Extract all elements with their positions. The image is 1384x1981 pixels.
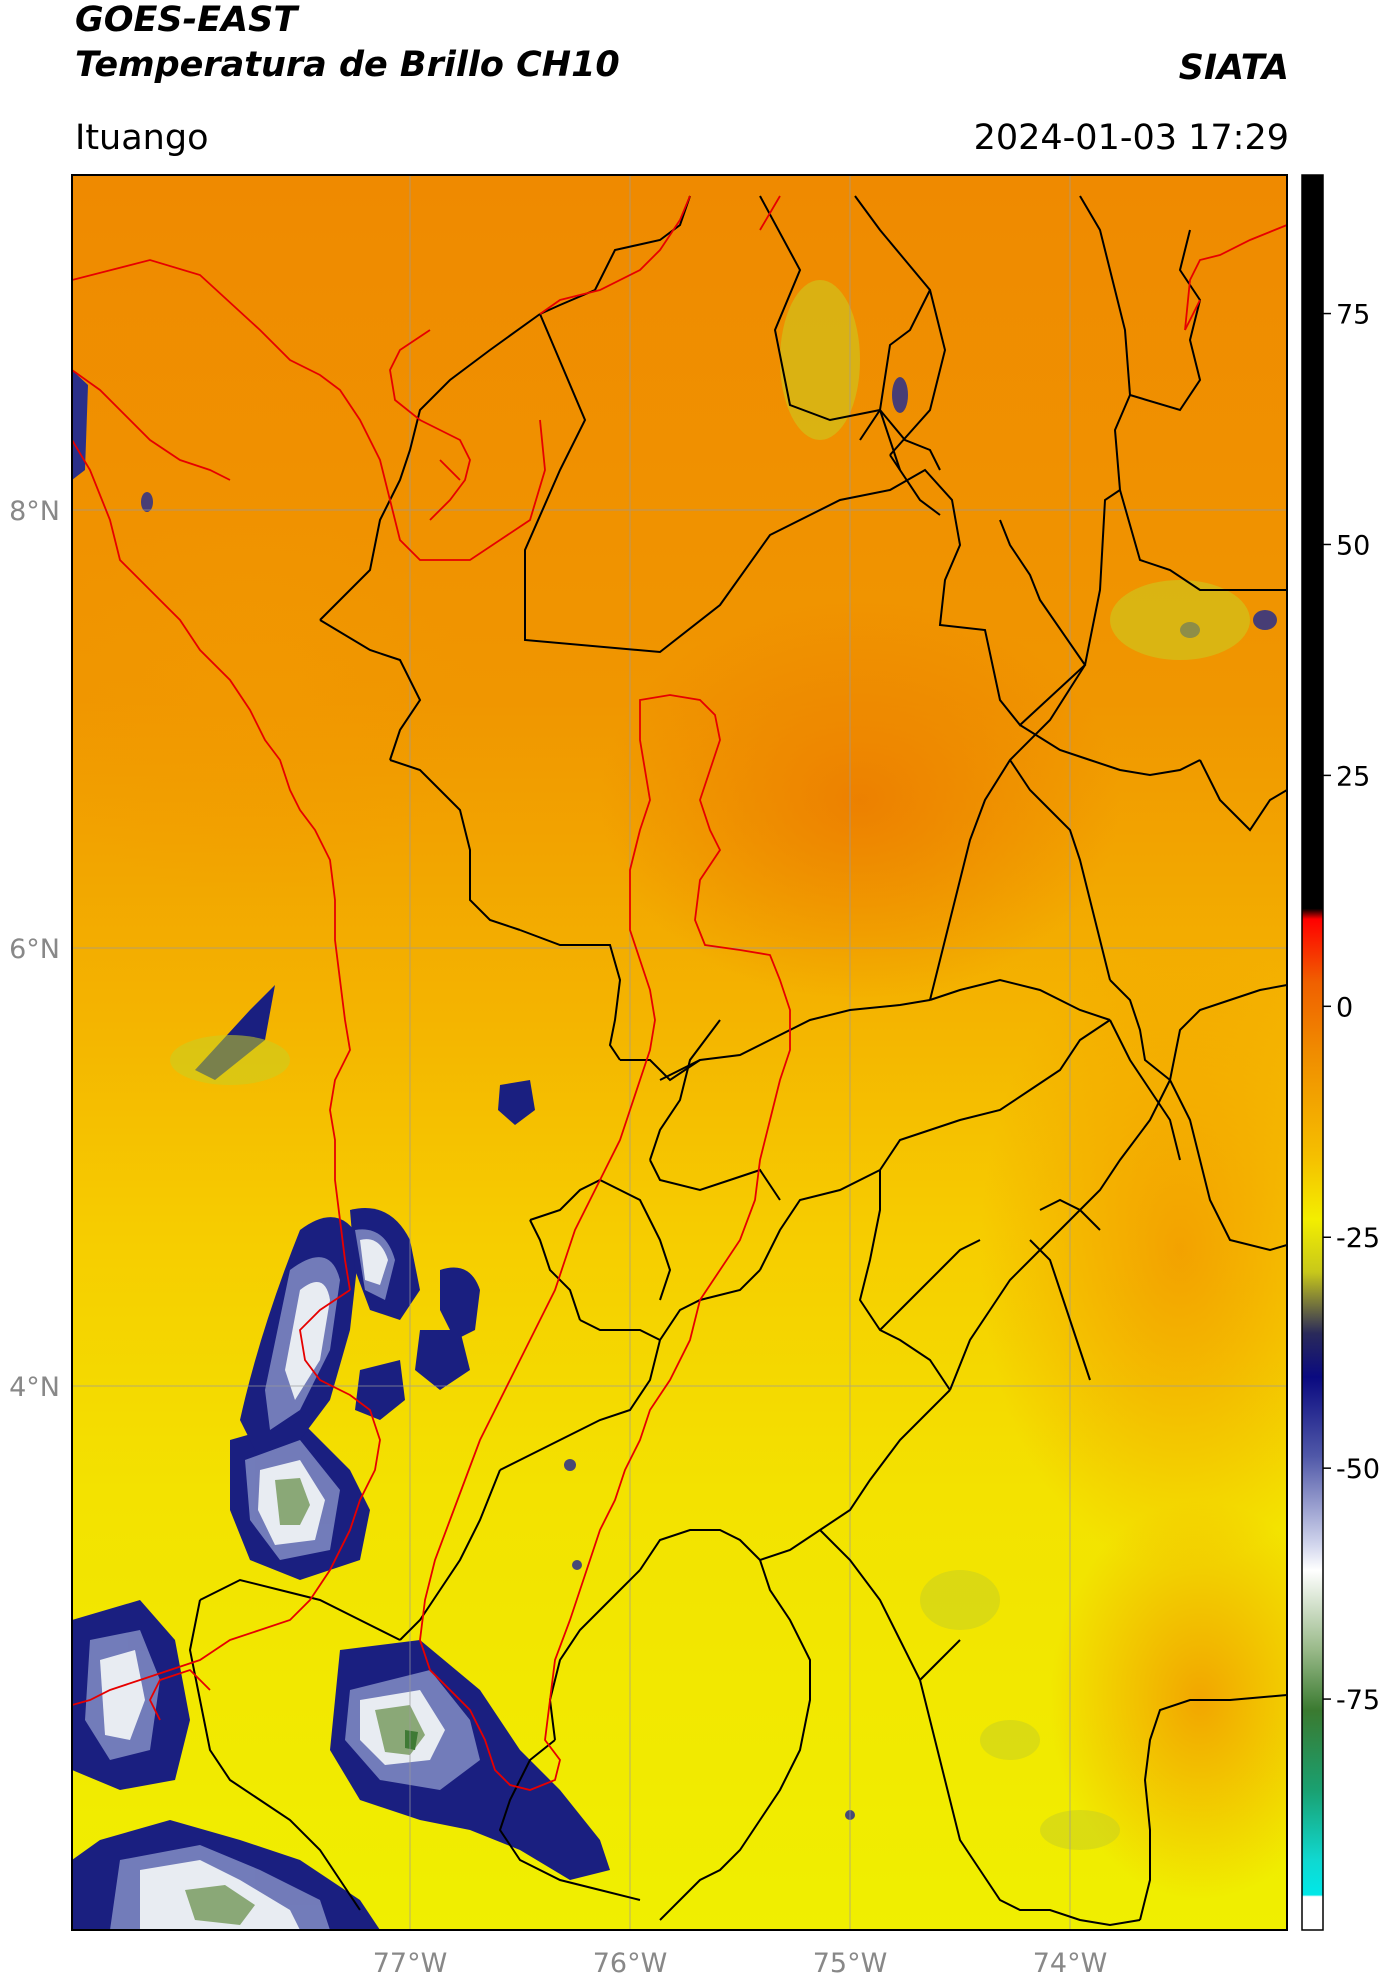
satellite-image — [72, 175, 1287, 1930]
colorbar: 75 50 25 0 -25 -50 -75 — [1301, 174, 1380, 1931]
colorbar-tick-label: 0 — [1336, 992, 1353, 1023]
colorbar-tick-label: -50 — [1336, 1454, 1380, 1485]
colorbar-gradient — [1301, 174, 1324, 1931]
colorbar-tick-label: -25 — [1336, 1223, 1380, 1254]
colorbar-tick-label: -75 — [1336, 1685, 1380, 1716]
cloud-clusters — [72, 280, 1277, 1930]
colorbar-ticks: 75 50 25 0 -25 -50 -75 — [1323, 300, 1380, 1716]
colorbar-tick-label: 75 — [1336, 300, 1370, 331]
organization-label: SIATA — [1178, 48, 1289, 88]
latitude-ticks: 8°N 6°N 4°N — [9, 496, 60, 1403]
lat-tick-label: 6°N — [9, 934, 60, 965]
lat-tick-label: 8°N — [9, 496, 60, 527]
lon-tick-label: 76°W — [593, 1948, 668, 1979]
location-label: Ituango — [75, 118, 209, 158]
department-borders — [188, 195, 1287, 1927]
graticule — [72, 175, 1287, 1930]
map-frame — [71, 174, 1288, 1931]
lon-tick-label: 75°W — [813, 1948, 888, 1979]
title-line-1: GOES-EAST — [75, 0, 298, 40]
lon-tick-label: 74°W — [1033, 1948, 1108, 1979]
colorbar-tick-label: 25 — [1336, 761, 1370, 792]
timestamp-label: 2024-01-03 17:29 — [973, 118, 1289, 158]
longitude-ticks: 77°W 76°W 75°W 74°W — [373, 1948, 1108, 1979]
coastline-and-basin — [72, 195, 1287, 1791]
lon-tick-label: 77°W — [373, 1948, 448, 1979]
title-line-2: Temperatura de Brillo CH10 — [75, 45, 620, 85]
colorbar-tick-label: 50 — [1336, 530, 1370, 561]
lat-tick-label: 4°N — [9, 1372, 60, 1403]
